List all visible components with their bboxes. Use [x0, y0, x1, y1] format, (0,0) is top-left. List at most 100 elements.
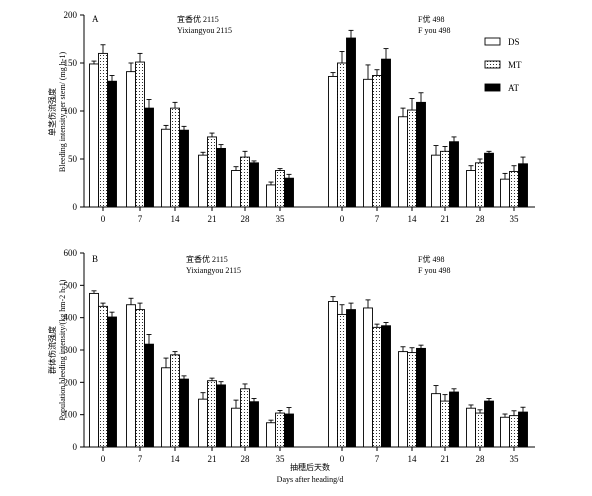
- panel-a-bar-mt: [337, 62, 347, 208]
- panel-b-x-tick-label: 35: [510, 454, 520, 464]
- panel-b-bar-at: [216, 384, 226, 448]
- panel-b-bar-ds: [363, 307, 373, 448]
- panel-a-group-1-name-cn: 宜香优 2115: [177, 14, 219, 24]
- panel-b: 0 100 200 300 400 500 600 0 7 14 21 28 35 0 7 14 21 28 35…: [47, 248, 535, 484]
- panel-b-x-ticks: 0 7 14 21 28 35 0 7 14 21 28 35: [101, 447, 519, 464]
- panel-a-bar-mt: [440, 150, 450, 208]
- panel-a-bar-at: [484, 152, 494, 208]
- panel-b-y-tick-label: 200: [64, 377, 78, 387]
- panel-b-x-tick-label: 35: [276, 454, 286, 464]
- panel-b-bar-mt: [207, 380, 217, 448]
- panel-a-x-tick-label: 35: [276, 214, 286, 224]
- panel-a-bar-ds: [398, 116, 408, 208]
- panel-a-x-ticks: 0 7 14 21 28 35 0 7 14 21 28 35: [101, 207, 519, 224]
- panel-a-bars: [89, 29, 528, 208]
- panel-a-y-label: 单茎伤流强度 Bleeding intensity per stem/ (mg …: [47, 52, 67, 173]
- panel-a-bar-mt: [207, 136, 217, 208]
- panel-a-bar-ds: [231, 170, 241, 208]
- panel-a-bar-at: [284, 177, 294, 208]
- x-axis-label-en: Days after heading/d: [277, 475, 344, 484]
- panel-b-bar-at: [284, 413, 294, 448]
- panel-b-y-label: 群体伤流强度 Population bleeding intensity/(kg…: [47, 279, 67, 420]
- panel-a-y-ticks: 0 50 100 150 200: [64, 10, 84, 212]
- legend-ds-label: DS: [508, 37, 520, 47]
- panel-a-bar-mt: [170, 107, 180, 208]
- panel-a-bar-ds: [89, 63, 99, 208]
- panel-b-bar-mt: [509, 415, 519, 448]
- panel-a-x-tick-label: 14: [171, 214, 181, 224]
- panel-a: 0 50 100 150 200 0 7 14 21 28 35 0 7 14 21 28 35 A 宜香优 …: [47, 10, 535, 224]
- panel-b-bar-mt: [98, 305, 108, 448]
- panel-b-group-2-name-cn: F优 498: [418, 254, 444, 264]
- panel-a-bar-mt: [372, 75, 382, 208]
- panel-b-bar-ds: [466, 407, 476, 448]
- panel-a-x-tick-label: 0: [101, 214, 106, 224]
- panel-b-bar-ds: [328, 301, 338, 448]
- panel-b-x-tick-label: 14: [408, 454, 418, 464]
- panel-b-group-1-name-en: Yixiangyou 2115: [186, 266, 241, 275]
- panel-a-bar-at: [179, 129, 189, 208]
- panel-b-y-tick-label: 600: [64, 248, 78, 258]
- panel-b-bar-mt: [275, 412, 285, 448]
- panel-b-bar-mt: [440, 400, 450, 448]
- panel-b-bar-ds: [266, 422, 276, 448]
- panel-b-bars: [89, 290, 528, 448]
- panel-a-bar-ds: [198, 154, 208, 208]
- panel-b-bar-ds: [126, 304, 136, 448]
- panel-b-bar-mt: [135, 309, 145, 448]
- panel-a-group-2-name-en: F you 498: [418, 26, 450, 35]
- legend-at-label: AT: [508, 83, 520, 93]
- panel-a-bar-mt: [275, 170, 285, 208]
- panel-b-bar-ds: [198, 398, 208, 448]
- panel-b-bar-at: [346, 309, 356, 448]
- panel-b-bar-at: [518, 411, 528, 448]
- panel-a-x-tick-label: 28: [241, 214, 251, 224]
- panel-b-bar-at: [484, 400, 494, 448]
- panel-a-x-tick-label: 35: [510, 214, 520, 224]
- panel-a-bar-at: [216, 147, 226, 208]
- panel-a-bar-at: [518, 163, 528, 208]
- panel-b-y-ticks: 0 100 200 300 400 500 600: [64, 248, 84, 452]
- panel-b-x-tick-label: 7: [138, 454, 143, 464]
- panel-a-group-1-name-en: Yixiangyou 2115: [177, 26, 232, 35]
- panel-b-bar-mt: [337, 313, 347, 448]
- panel-a-y-tick-label: 50: [68, 154, 78, 164]
- panel-b-bar-mt: [407, 352, 417, 448]
- panel-b-bar-at: [144, 343, 154, 448]
- panel-a-bar-mt: [509, 171, 519, 208]
- panel-b-bar-at: [381, 325, 391, 448]
- panel-b-x-tick-label: 0: [340, 454, 345, 464]
- panel-a-bar-at: [346, 37, 356, 208]
- panel-a-x-tick-label: 21: [208, 214, 217, 224]
- panel-a-bar-at: [107, 80, 117, 208]
- panel-b-x-tick-label: 14: [171, 454, 181, 464]
- panel-a-bar-ds: [431, 154, 441, 208]
- panel-b-y-tick-label: 300: [64, 345, 78, 355]
- panel-a-bar-ds: [363, 78, 373, 208]
- panel-a-y-tick-label: 0: [73, 202, 78, 212]
- panel-b-y-tick-label: 400: [64, 313, 78, 323]
- panel-b-bar-mt: [475, 412, 485, 448]
- legend: DS MT AT: [484, 37, 522, 93]
- legend-mt-swatch: [484, 60, 501, 69]
- panel-a-bar-mt: [135, 61, 145, 208]
- panel-b-x-tick-label: 0: [101, 454, 106, 464]
- panel-b-x-tick-label: 28: [241, 454, 251, 464]
- panel-b-bar-at: [249, 401, 259, 448]
- panel-b-group-1-name-cn: 宜香优 2115: [186, 254, 228, 264]
- panel-a-x-tick-label: 28: [476, 214, 486, 224]
- panel-b-x-tick-label: 21: [441, 454, 450, 464]
- panel-a-bar-ds: [328, 75, 338, 208]
- panel-a-label: A: [92, 14, 99, 24]
- panel-a-bar-at: [381, 58, 391, 208]
- panel-a-bar-mt: [98, 52, 108, 208]
- panel-b-bar-at: [449, 391, 459, 448]
- panel-b-x-tick-label: 28: [476, 454, 486, 464]
- panel-b-bar-ds: [431, 393, 441, 448]
- panel-a-y-label-cn: 单茎伤流强度: [47, 88, 57, 136]
- panel-b-y-tick-label: 0: [73, 442, 78, 452]
- panel-a-bar-at: [144, 107, 154, 208]
- panel-b-bar-ds: [89, 292, 99, 448]
- panel-a-bar-ds: [466, 170, 476, 208]
